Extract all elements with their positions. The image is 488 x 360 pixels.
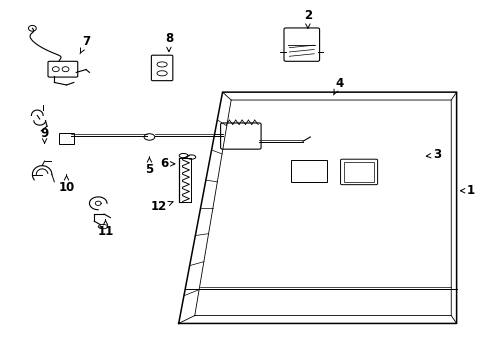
Text: 8: 8 (164, 32, 173, 51)
FancyBboxPatch shape (48, 61, 78, 77)
FancyBboxPatch shape (151, 55, 172, 81)
Text: 3: 3 (426, 148, 440, 161)
Text: 2: 2 (303, 9, 311, 28)
Ellipse shape (144, 134, 155, 140)
Circle shape (62, 67, 69, 72)
Ellipse shape (98, 225, 108, 229)
Ellipse shape (186, 155, 195, 159)
Text: 4: 4 (333, 77, 343, 95)
Circle shape (28, 26, 36, 31)
Text: 6: 6 (160, 157, 174, 170)
Text: 7: 7 (80, 35, 90, 54)
Text: 11: 11 (97, 220, 113, 238)
Ellipse shape (179, 153, 187, 158)
Bar (59, 134, 74, 144)
Bar (290, 160, 327, 182)
Ellipse shape (157, 71, 167, 76)
FancyBboxPatch shape (340, 159, 377, 185)
FancyBboxPatch shape (220, 123, 261, 149)
Circle shape (52, 67, 59, 72)
Ellipse shape (157, 62, 167, 67)
Text: 9: 9 (41, 127, 49, 143)
Text: 10: 10 (58, 175, 75, 194)
Text: 12: 12 (151, 201, 173, 213)
Text: 5: 5 (145, 157, 153, 176)
Text: 1: 1 (460, 184, 474, 197)
Bar (344, 162, 373, 182)
FancyBboxPatch shape (284, 28, 319, 61)
